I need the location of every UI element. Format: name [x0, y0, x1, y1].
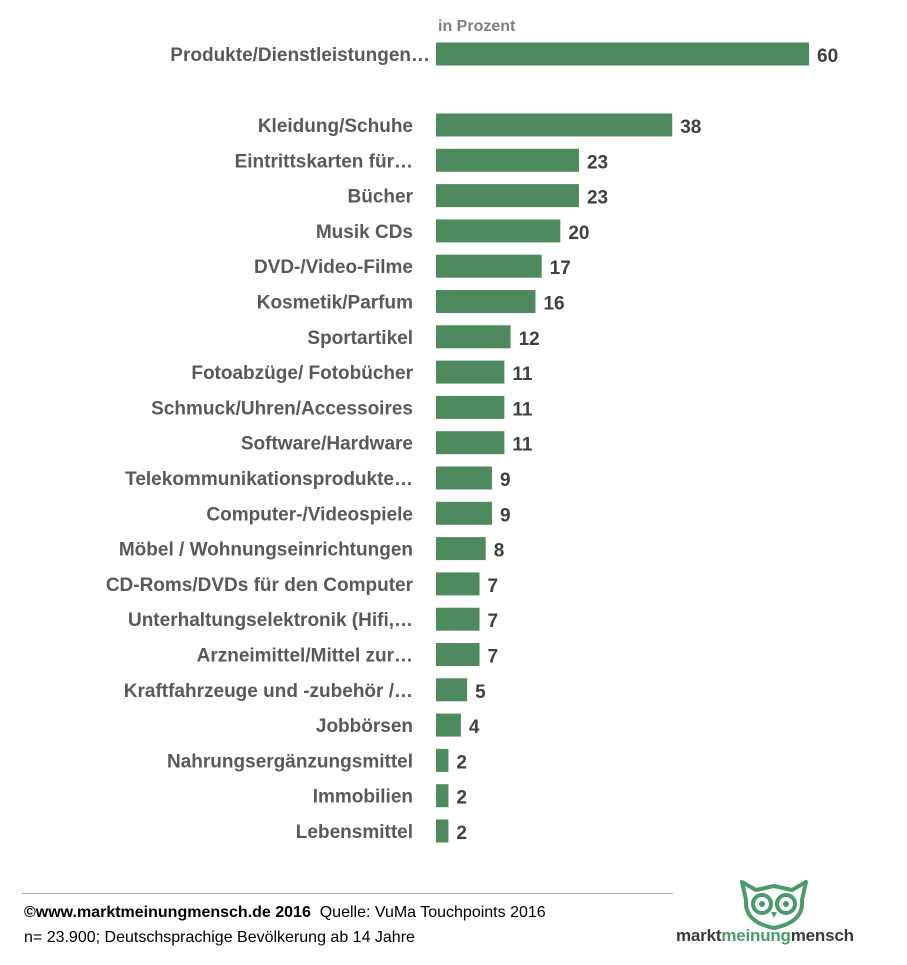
value-label: 8	[494, 541, 505, 562]
category-label: Schmuck/Uhren/Accessoires	[151, 398, 413, 419]
bar	[436, 572, 480, 596]
category-label: Sportartikel	[307, 328, 413, 349]
value-label: 16	[543, 294, 564, 315]
value-label: 11	[512, 435, 533, 456]
bar	[436, 784, 449, 808]
category-label: Nahrungsergänzungsmittel	[167, 751, 413, 772]
category-label: Kraftfahrzeuge und -zubehör /…	[124, 681, 413, 702]
bar	[436, 219, 561, 243]
category-label: Musik CDs	[316, 222, 413, 243]
category-label: Kosmetik/Parfum	[257, 293, 413, 314]
category-label: Arzneimittel/Mittel zur…	[197, 646, 413, 667]
category-label: CD-Roms/DVDs für den Computer	[106, 575, 414, 596]
category-label: Kleidung/Schuhe	[258, 116, 413, 137]
unit-label: in Prozent	[438, 18, 516, 35]
value-label: 17	[550, 258, 571, 279]
source-line: ©www.marktmeinungmensch.de 2016 Quelle: …	[24, 904, 546, 922]
bar	[436, 607, 480, 631]
copyright-text: ©www.marktmeinungmensch.de 2016	[24, 904, 311, 921]
bar	[436, 184, 579, 208]
bar	[436, 537, 486, 561]
bar	[436, 501, 492, 525]
value-label: 20	[568, 223, 589, 244]
value-label: 5	[475, 682, 486, 703]
bar	[436, 325, 511, 349]
value-label: 23	[587, 152, 608, 173]
bar	[436, 290, 536, 313]
value-label: 12	[519, 329, 540, 350]
category-label: Fotoabzüge/ Fotobücher	[191, 363, 413, 384]
value-label: 2	[456, 788, 467, 809]
value-label: 11	[512, 399, 533, 420]
category-label: Produkte/Dienstleistungen…	[170, 45, 430, 66]
value-label: 23	[587, 188, 608, 209]
source-text: Quelle: VuMa Touchpoints 2016	[319, 904, 546, 921]
value-label: 9	[500, 470, 511, 491]
value-label: 9	[500, 505, 511, 526]
bar	[436, 713, 461, 737]
footer-divider	[22, 893, 673, 894]
value-label: 60	[817, 46, 838, 67]
bar	[436, 113, 673, 137]
category-label: Computer-/Videospiele	[206, 504, 413, 525]
category-label: DVD-/Video-Filme	[254, 257, 413, 278]
bar	[436, 148, 579, 172]
value-label: 2	[456, 752, 467, 773]
bar	[436, 431, 505, 455]
value-label: 7	[488, 611, 499, 632]
category-label: Eintrittskarten für…	[235, 151, 413, 172]
bar	[436, 643, 480, 666]
value-label: 38	[680, 117, 701, 138]
sample-note: n= 23.900; Deutschsprachige Bevölkerung …	[24, 929, 415, 946]
bar	[436, 254, 542, 278]
category-label: Telekommunikationsprodukte…	[125, 469, 413, 490]
bar	[436, 466, 492, 490]
category-label: Möbel / Wohnungseinrichtungen	[119, 540, 413, 561]
category-label: Bücher	[348, 187, 414, 208]
brand-logo: marktmeinungmensch	[676, 876, 886, 946]
category-label: Immobilien	[313, 787, 413, 808]
bar	[436, 360, 505, 384]
logo-wordmark: marktmeinungmensch	[676, 926, 854, 945]
value-label: 7	[488, 647, 499, 668]
category-label: Jobbörsen	[316, 716, 413, 737]
bar	[436, 395, 505, 419]
value-label: 7	[488, 576, 499, 597]
category-label: Software/Hardware	[241, 434, 413, 455]
value-label: 2	[456, 823, 467, 844]
bar	[436, 819, 449, 843]
bar-chart: Produkte/Dienstleistungen… 60 Kleidung/Sch…	[106, 42, 838, 844]
owl-icon	[740, 880, 808, 930]
value-label: 11	[512, 364, 533, 385]
category-label: Lebensmittel	[296, 822, 413, 843]
bar	[436, 42, 809, 66]
bar	[436, 678, 468, 702]
bar	[436, 748, 449, 772]
category-label: Unterhaltungselektronik (Hifi,…	[128, 610, 413, 631]
value-label: 4	[469, 717, 480, 738]
